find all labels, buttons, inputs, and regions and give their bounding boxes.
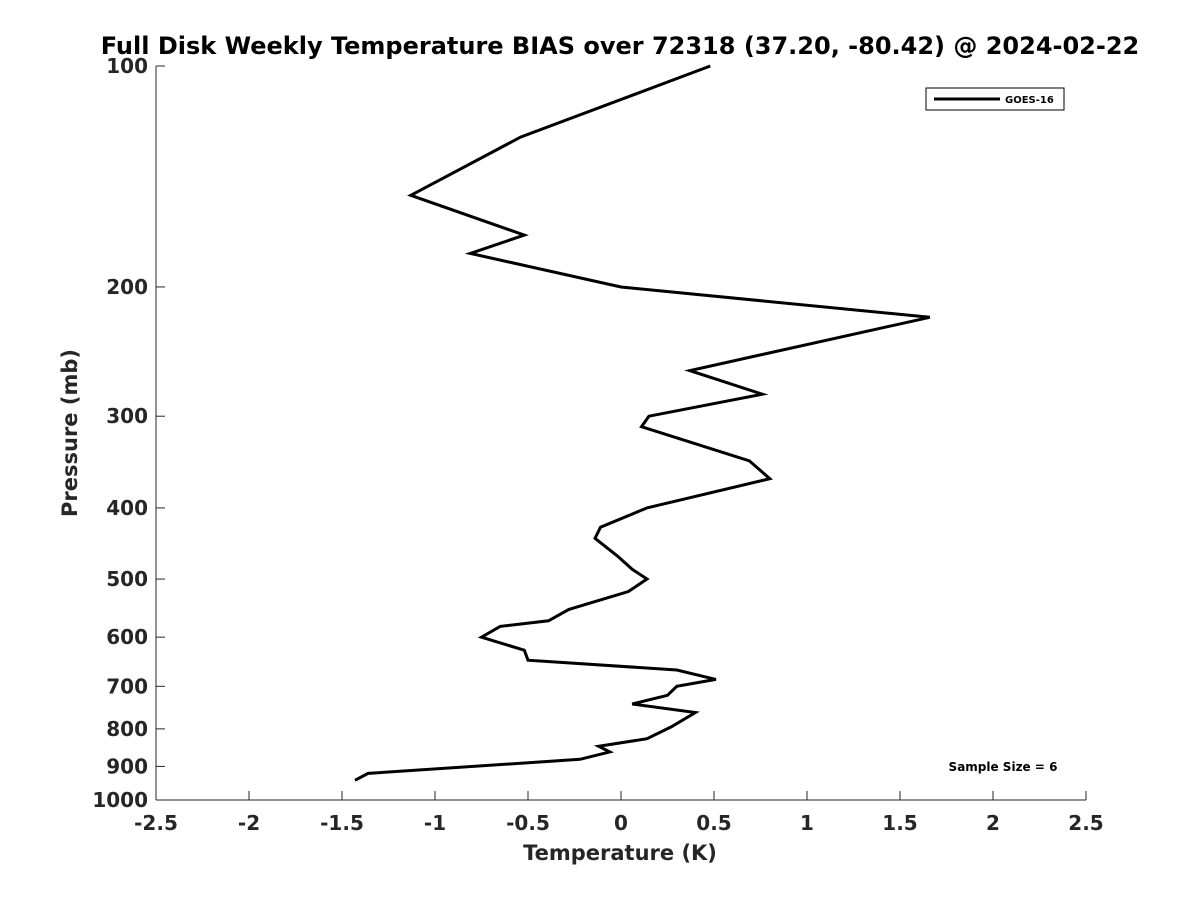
y-tick-label: 1000 xyxy=(92,788,148,812)
y-tick-label: 500 xyxy=(106,567,148,591)
x-tick-label: -2 xyxy=(238,811,260,835)
legend-entry-goes-16: GOES-16 xyxy=(1005,95,1054,106)
y-tick-label: 900 xyxy=(106,754,148,778)
x-tick-label: 1.5 xyxy=(882,811,917,835)
sample-size-annotation: Sample Size = 6 xyxy=(949,760,1058,774)
legend[interactable]: GOES-16 xyxy=(925,87,1065,111)
x-tick-label: 0 xyxy=(614,811,628,835)
y-tick-label: 800 xyxy=(106,717,148,741)
x-tick-label: -2.5 xyxy=(134,811,178,835)
y-tick-label: 100 xyxy=(106,54,148,78)
y-tick-label: 300 xyxy=(106,404,148,428)
series-line-goes-16 xyxy=(354,64,931,782)
x-tick-label: 0.5 xyxy=(696,811,731,835)
chart-title: Full Disk Weekly Temperature BIAS over 7… xyxy=(101,32,1140,60)
y-tick-label: 400 xyxy=(106,496,148,520)
y-axis-label: Pressure (mb) xyxy=(58,349,82,517)
y-tick-label: 700 xyxy=(106,674,148,698)
series-layer xyxy=(354,64,931,782)
y-axis: 100 200 300 400 500 600 700 800 900 1000 xyxy=(92,54,165,812)
x-tick-label: -1.5 xyxy=(320,811,364,835)
y-tick-label: 200 xyxy=(106,275,148,299)
x-axis: -2.5 -2 -1.5 -1 -0.5 0 0.5 1 1.5 2 2.5 xyxy=(134,791,1104,835)
x-tick-label: 2 xyxy=(986,811,1000,835)
y-tick-label: 600 xyxy=(106,625,148,649)
plot-area xyxy=(156,66,1086,800)
x-tick-label: -1 xyxy=(424,811,446,835)
x-tick-label: 1 xyxy=(800,811,814,835)
x-axis-label: Temperature (K) xyxy=(523,841,717,865)
x-tick-label: -0.5 xyxy=(506,811,550,835)
x-tick-label: 2.5 xyxy=(1068,811,1103,835)
